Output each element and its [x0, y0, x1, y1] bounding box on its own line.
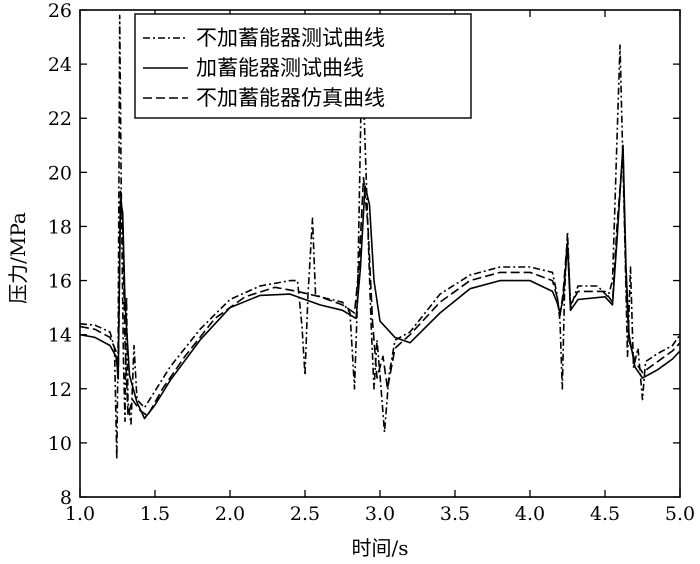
y-tick-label: 22 [48, 108, 72, 130]
y-tick-label: 14 [48, 325, 72, 347]
y-tick-label: 10 [48, 433, 72, 455]
legend-label-no-accumulator-simulation: 不加蓄能器仿真曲线 [196, 86, 385, 110]
x-tick-label: 1.5 [140, 503, 170, 525]
x-tick-label: 1.0 [65, 503, 95, 525]
y-axis-title: 压力/MPa [6, 212, 30, 304]
x-axis-title: 时间/s [351, 536, 408, 560]
x-tick-label: 4.5 [590, 503, 620, 525]
series-line-2 [79, 149, 681, 417]
x-tick-label: 3.5 [440, 503, 470, 525]
series-line-0 [79, 14, 681, 460]
series-layer [79, 14, 681, 460]
legend: 不加蓄能器测试曲线 加蓄能器测试曲线 不加蓄能器仿真曲线 [134, 13, 472, 119]
x-tick-label: 5.0 [665, 503, 695, 525]
x-tick-label: 2.5 [290, 503, 320, 525]
y-tick-label: 8 [60, 487, 72, 509]
x-tick-label: 2.0 [215, 503, 245, 525]
ticks-layer: 1.0 1.5 2.0 2.5 3.0 3.5 4.0 4.5 5.0 8 10 12 14 16 18 20… [48, 0, 695, 525]
y-tick-label: 26 [48, 0, 72, 22]
y-tick-label: 24 [48, 54, 72, 76]
x-tick-label: 3.0 [365, 503, 395, 525]
x-tick-label: 4.0 [515, 503, 545, 525]
legend-label-no-accumulator-test: 不加蓄能器测试曲线 [196, 26, 385, 50]
y-tick-label: 20 [48, 162, 72, 184]
y-tick-label: 12 [48, 379, 72, 401]
legend-box [134, 13, 472, 119]
y-tick-label: 16 [48, 271, 72, 293]
series-line-1 [79, 144, 681, 420]
y-tick-label: 18 [48, 216, 72, 238]
legend-label-accumulator-test: 加蓄能器测试曲线 [196, 56, 364, 80]
